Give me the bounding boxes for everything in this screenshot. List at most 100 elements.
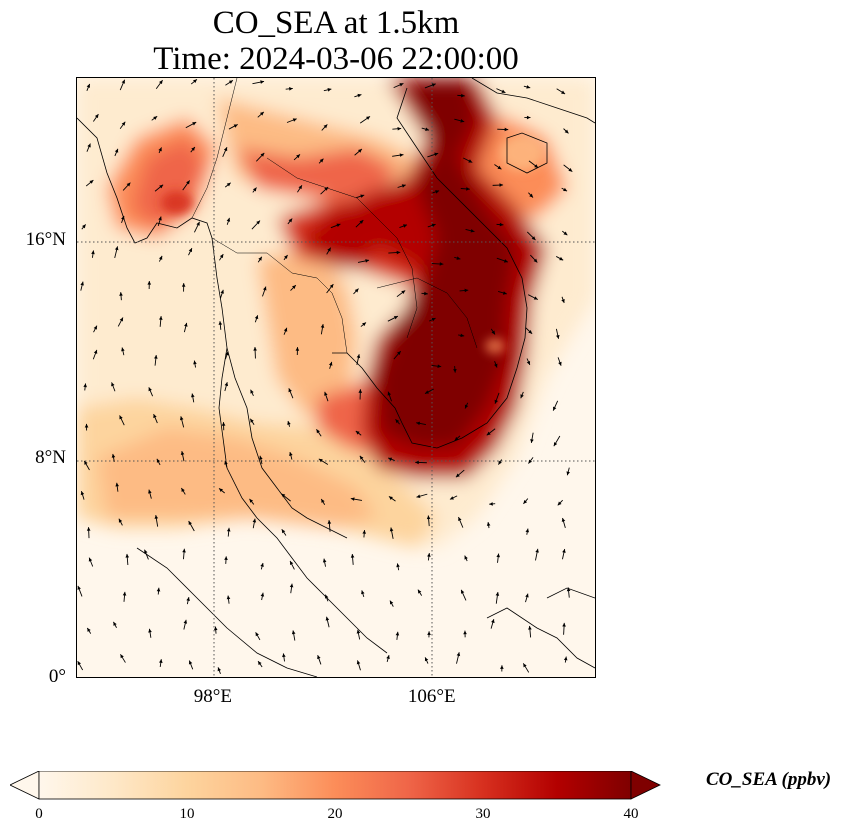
wind-arrow-head (289, 452, 293, 456)
wind-arrow-head (424, 291, 428, 296)
wind-arrow-head (416, 494, 421, 498)
wind-arrow-head (499, 222, 504, 227)
wind-arrow-head (498, 460, 502, 465)
colorbar-label: CO_SEA (ppbv) (706, 769, 832, 790)
wind-arrow-head (291, 630, 296, 635)
wind-arrow-head (119, 292, 123, 296)
wind-arrow-head (533, 258, 538, 263)
wind-arrow-head (260, 152, 265, 157)
wind-arrow-head (284, 254, 288, 259)
wind-arrow-head (181, 487, 185, 492)
wind-arrow-head (454, 436, 459, 441)
wind-arrow-head (395, 631, 400, 636)
wind-arrow-head (256, 220, 261, 225)
wind-arrow-head (159, 316, 163, 320)
colorbar-tick-label: 20 (327, 806, 343, 822)
wind-arrow-head (526, 85, 531, 89)
wind-arrow-head (328, 361, 333, 366)
wind-arrow-head (463, 630, 467, 635)
wind-arrow-head (181, 283, 186, 287)
wind-arrow-head (250, 418, 254, 423)
wind-arrow-head (470, 228, 475, 233)
wind-arrow-head (91, 250, 95, 255)
wind-arrow-head (502, 291, 507, 295)
wind-arrow-head (322, 558, 327, 563)
wind-arrow-head (396, 563, 400, 568)
wind-arrow-head (563, 187, 568, 192)
wind-arrow-head (254, 315, 259, 320)
wind-arrow-head (350, 554, 355, 558)
wind-arrow-head (397, 126, 402, 131)
wind-arrow-head (458, 517, 462, 522)
wind-arrow-head (389, 527, 394, 532)
wind-arrow-head (288, 388, 292, 393)
wind-arrow-head (360, 194, 365, 198)
wind-arrow-head (553, 442, 558, 447)
wind-arrow-head (159, 80, 163, 85)
wind-arrow-head (233, 124, 238, 128)
wind-arrow-head (220, 289, 224, 294)
wind-arrow-head (147, 281, 152, 285)
wind-arrow-head (226, 182, 231, 187)
wind-arrow-head (292, 285, 296, 289)
wind-arrow-head (289, 87, 293, 91)
wind-arrow-head (153, 414, 157, 419)
wind-arrow-head (496, 553, 501, 558)
wind-arrow-head (153, 116, 158, 120)
wind-arrow-head (489, 502, 493, 506)
wind-arrow-head (224, 382, 229, 387)
wind-arrow-head (431, 83, 436, 87)
colorbar-tick-label: 0 (35, 806, 43, 822)
wind-arrow-head (252, 187, 257, 192)
wind-arrow-head (186, 180, 190, 185)
wind-arrow-head (193, 79, 197, 84)
wind-arrow-head (362, 530, 367, 534)
wind-arrow-head (491, 619, 495, 624)
wind-arrow-head (388, 496, 393, 500)
wind-arrow-head (191, 147, 195, 151)
wind-arrow-head (558, 361, 562, 366)
wind-arrow-head (526, 360, 531, 365)
wind-arrow-head (226, 595, 231, 600)
colorbar-gradient (38, 771, 632, 800)
wind-arrow-head (356, 660, 361, 665)
wind-arrow-head (461, 93, 465, 98)
wind-arrow-head (186, 597, 190, 601)
wind-arrow-head (249, 498, 254, 503)
wind-arrow-head (87, 627, 91, 632)
wind-arrow-head (425, 127, 430, 131)
wind-arrow-head (557, 501, 562, 506)
wind-arrow-head (288, 218, 293, 223)
wind-arrow-head (520, 394, 524, 399)
wind-arrow-head (260, 80, 265, 84)
wind-arrow-head (503, 259, 508, 263)
wind-arrow-head (94, 114, 99, 119)
wind-arrow-head (366, 116, 371, 120)
wind-arrow-head (260, 592, 265, 597)
wind-arrow-head (154, 355, 158, 359)
wind-arrow-head (464, 288, 469, 293)
wind-arrow-head (424, 657, 429, 662)
wind-arrow-head (534, 164, 539, 168)
wind-arrow-head (221, 422, 226, 426)
wind-arrow-head (255, 632, 259, 637)
wind-arrow-head (219, 488, 223, 493)
wind-arrow-head (114, 246, 119, 251)
wind-arrow-head (86, 527, 91, 531)
wind-arrow-head (158, 216, 162, 221)
wind-arrow-head (401, 184, 406, 188)
latitude-label: 8°N (35, 447, 66, 469)
wind-arrow-head (455, 473, 460, 478)
wind-arrow-head (566, 587, 571, 592)
wind-arrow-head (525, 593, 529, 598)
wind-arrow-head (84, 423, 89, 428)
wind-arrow-head (120, 654, 124, 659)
wind-arrow-head (188, 660, 193, 665)
wind-arrow-head (325, 616, 330, 621)
wind-arrow-head (559, 256, 564, 261)
wind-arrow-head (148, 489, 152, 494)
wind-arrow-head (80, 491, 85, 496)
wind-arrow-head (224, 556, 228, 561)
wind-arrow-head (365, 259, 370, 263)
wind-arrow-head (296, 154, 301, 159)
